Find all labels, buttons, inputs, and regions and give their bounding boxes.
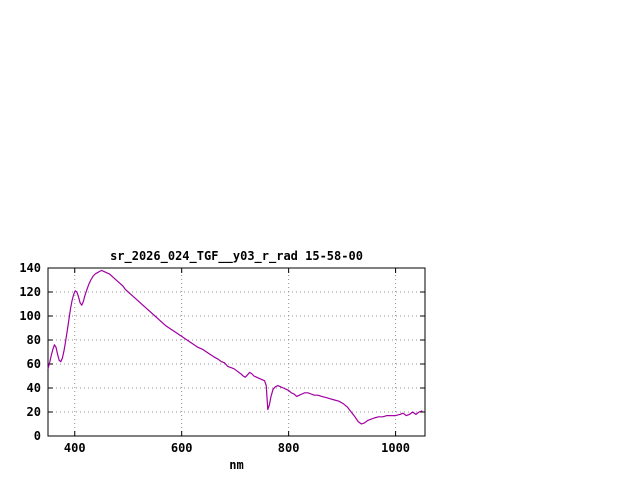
y-tick-label: 80 (27, 333, 41, 347)
chart-title: sr_2026_024_TGF__y03_r_rad 15-58-00 (110, 249, 363, 263)
plot-border (47, 267, 426, 437)
spectrum-data-curve (47, 269, 423, 425)
y-tick-label: 120 (19, 285, 41, 299)
y-tick-label: 40 (27, 381, 41, 395)
x-tick-label: 400 (64, 441, 86, 455)
y-tick-label: 20 (27, 405, 41, 419)
x-tick-label: 1000 (381, 441, 410, 455)
x-tick-label: 600 (171, 441, 193, 455)
x-tick-label: 800 (278, 441, 300, 455)
x-axis-label: nm (229, 458, 243, 472)
y-tick-label: 100 (19, 309, 41, 323)
y-tick-label: 60 (27, 357, 41, 371)
y-tick-label: 140 (19, 261, 41, 275)
y-tick-label: 0 (34, 429, 41, 443)
